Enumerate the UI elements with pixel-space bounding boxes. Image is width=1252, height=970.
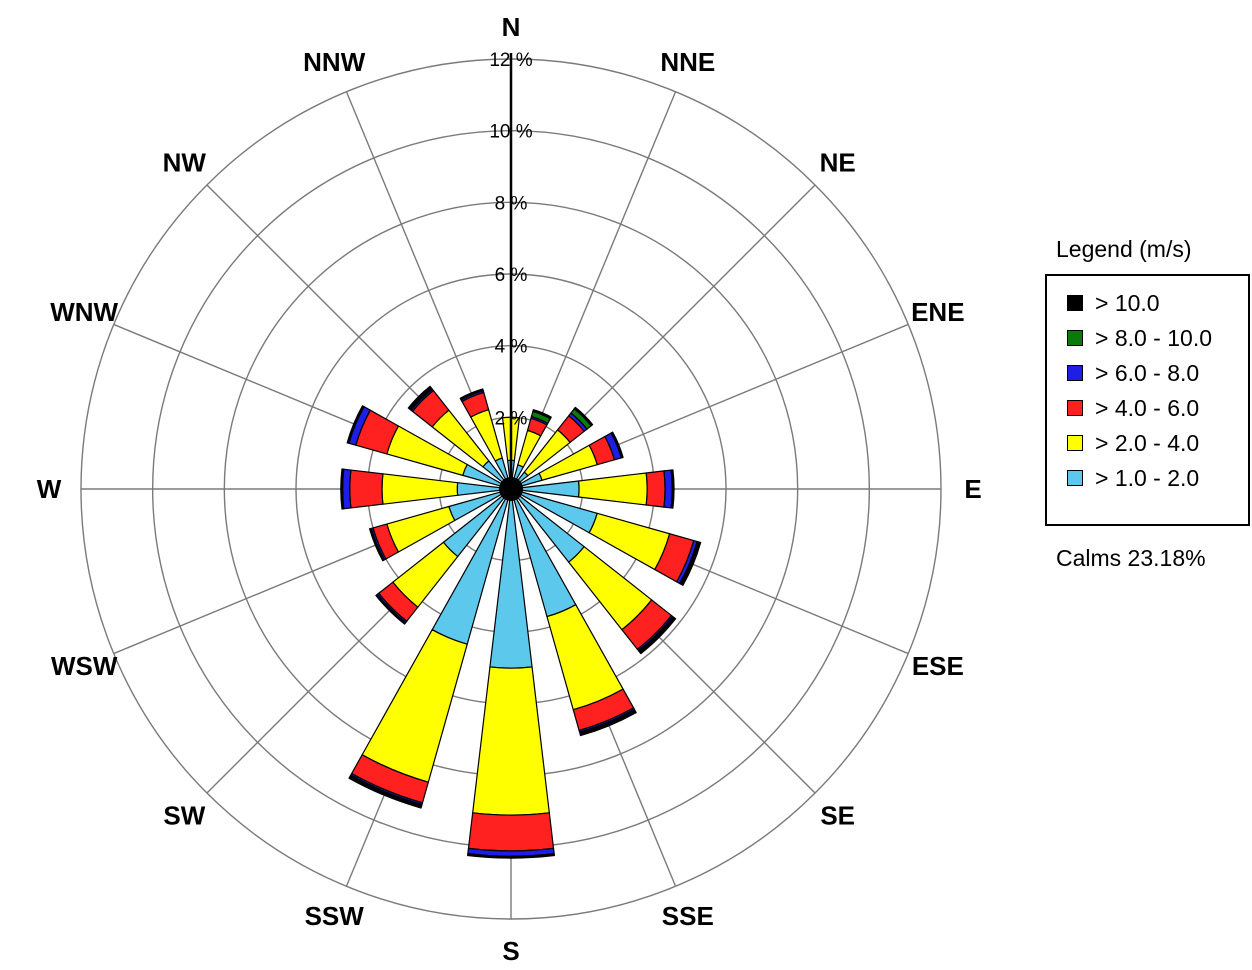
- petal-SSW-5: [348, 774, 423, 809]
- petal-S-5: [467, 853, 555, 859]
- legend-label: > 6.0 - 8.0: [1095, 359, 1200, 386]
- direction-label-SSW: SSW: [305, 901, 365, 931]
- direction-label-ESE: ESE: [912, 651, 964, 681]
- direction-label-E: E: [964, 474, 981, 504]
- direction-label-N: N: [502, 12, 521, 42]
- legend-item: > 8.0 - 10.0: [1067, 323, 1212, 353]
- petal-W-2: [349, 469, 384, 509]
- petal-NNE-5: [532, 409, 552, 420]
- ring-label-6: 6 %: [495, 265, 528, 286]
- ring-label-12: 12 %: [489, 50, 532, 71]
- petal-E-2: [645, 470, 666, 508]
- legend-swatch: [1067, 400, 1083, 416]
- legend-item: > 4.0 - 6.0: [1067, 393, 1199, 423]
- petal-S-1: [472, 666, 550, 816]
- direction-label-W: W: [37, 474, 62, 504]
- legend-item: > 2.0 - 4.0: [1067, 428, 1199, 458]
- legend-swatch: [1067, 365, 1083, 381]
- petal-NNW-5: [459, 388, 484, 401]
- petal-NE-5: [573, 406, 594, 427]
- legend-title: Legend (m/s): [1056, 236, 1192, 262]
- ring-label-10: 10 %: [489, 122, 532, 143]
- legend-item: > 10.0: [1067, 288, 1160, 318]
- legend-item: > 1.0 - 2.0: [1067, 463, 1199, 493]
- petal-SE-5: [637, 615, 677, 655]
- direction-label-WNW: WNW: [50, 297, 118, 327]
- legend-swatch: [1067, 470, 1083, 486]
- petal-W-5: [340, 468, 345, 510]
- direction-label-ENE: ENE: [911, 297, 964, 327]
- petal-W-3: [341, 468, 352, 510]
- legend-label: > 2.0 - 4.0: [1095, 429, 1200, 456]
- wind-petals: [340, 385, 702, 859]
- wind-rose-chart: 2 % 4 % 6 % 8 % 10 % 12 % N NNE NE ENE E ESE SE SSE S…: [37, 12, 982, 966]
- direction-label-SSE: SSE: [662, 901, 714, 931]
- petal-S-2: [467, 812, 555, 852]
- petal-ENE-5: [610, 431, 624, 459]
- legend-label: > 10.0: [1095, 289, 1160, 316]
- north-axis: 2 % 4 % 6 % 8 % 10 % 12 %: [489, 50, 533, 489]
- legend-swatch: [1067, 295, 1083, 311]
- petal-NW-5: [407, 385, 433, 411]
- legend-label: > 4.0 - 6.0: [1095, 394, 1200, 421]
- petal-W-1: [381, 473, 459, 505]
- legend-item: > 6.0 - 8.0: [1067, 358, 1199, 388]
- petal-WSW-5: [368, 527, 385, 562]
- ring-label-8: 8 %: [495, 193, 528, 214]
- petal-E-5: [670, 469, 675, 509]
- direction-label-WSW: WSW: [51, 651, 118, 681]
- legend-label: > 1.0 - 2.0: [1095, 464, 1200, 491]
- petal-SSE-1: [546, 604, 624, 711]
- petal-SW-5: [375, 593, 407, 625]
- ring-label-2: 2 %: [495, 408, 528, 429]
- ring-label-4: 4 %: [495, 337, 528, 358]
- direction-label-NE: NE: [820, 147, 856, 177]
- direction-label-NNE: NNE: [660, 47, 715, 77]
- legend: > 10.0 > 8.0 - 10.0 > 6.0 - 8.0 > 4.0 - 6.0…: [1045, 274, 1250, 526]
- calms-label: Calms 23.18%: [1056, 545, 1206, 571]
- legend-swatch: [1067, 435, 1083, 451]
- petal-SSW-1: [361, 629, 468, 783]
- direction-labels: N NNE NE ENE E ESE SE SSE S SSW SW WSW W WNW NW NNW: [37, 12, 982, 966]
- direction-label-S: S: [502, 936, 519, 966]
- petal-WNW-5: [346, 405, 365, 444]
- legend-label: > 8.0 - 10.0: [1095, 324, 1212, 351]
- petal-E-1: [578, 472, 648, 506]
- direction-label-SE: SE: [820, 801, 855, 831]
- direction-label-SW: SW: [163, 801, 205, 831]
- petal-E-3: [663, 469, 673, 509]
- legend-swatch: [1067, 330, 1083, 346]
- petal-SSE-5: [578, 708, 637, 737]
- direction-label-NNW: NNW: [303, 47, 366, 77]
- direction-label-NW: NW: [163, 147, 207, 177]
- petal-ESE-5: [679, 540, 702, 586]
